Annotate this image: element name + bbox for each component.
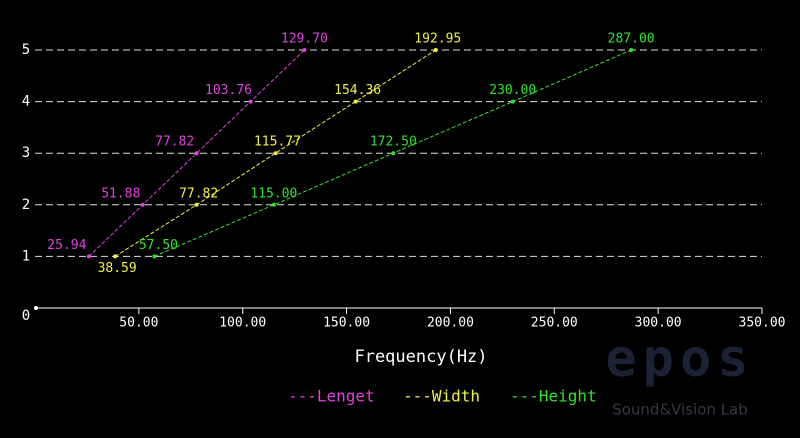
data-point [433,48,438,52]
legend-entry: ---Height [510,387,597,406]
data-label: 287.00 [608,32,655,47]
y-tick-label: 3 [22,145,30,161]
watermark-tagline: Sound&Vision Lab [612,401,748,419]
data-point [194,151,199,156]
data-label: 115.00 [250,186,297,201]
data-label: 172.50 [370,135,417,150]
data-point [194,202,199,207]
data-point [353,99,358,104]
data-point [391,151,396,156]
data-point [273,151,278,156]
data-label: 77.82 [179,186,218,201]
data-label: 25.94 [47,238,86,253]
data-point [510,99,515,104]
data-label: 77.82 [155,135,194,150]
x-tick-label: 100.00 [219,316,266,331]
data-label: 38.59 [98,261,137,276]
legend-entry: ---Width [403,387,480,406]
data-point [302,48,307,52]
x-tick-label: 50.00 [119,316,158,331]
data-label: 154.36 [334,83,381,98]
y-tick-label: 4 [22,94,30,110]
data-point [271,202,276,207]
x-tick-label: 150.00 [323,316,370,331]
x-axis-label: Frequency(Hz) [354,347,487,367]
data-label: 192.95 [414,32,461,47]
x-tick-label: 300.00 [635,316,682,331]
data-point [140,202,145,207]
legend-entry: ---Lenget [288,387,375,406]
watermark-logo: epos [605,329,754,389]
data-label: 129.70 [281,32,328,47]
data-point [86,254,91,259]
data-point [248,99,253,104]
data-label: 103.76 [205,83,252,98]
y-tick-label: 0 [22,308,30,324]
y-tick-label: 1 [22,248,30,264]
x-tick-label: 200.00 [427,316,474,331]
y-tick-label: 2 [22,197,30,213]
data-point [629,48,634,52]
data-point [113,254,118,259]
data-label: 230.00 [489,83,536,98]
data-label: 115.77 [254,135,301,150]
data-point [152,254,157,259]
data-label: 51.88 [101,186,140,201]
y-tick-label: 5 [22,42,30,58]
series-line [88,49,305,257]
x-tick-label: 250.00 [531,316,578,331]
data-label: 57.50 [139,238,178,253]
origin-dot [34,306,38,310]
x-tick-label: 350.00 [739,316,786,331]
